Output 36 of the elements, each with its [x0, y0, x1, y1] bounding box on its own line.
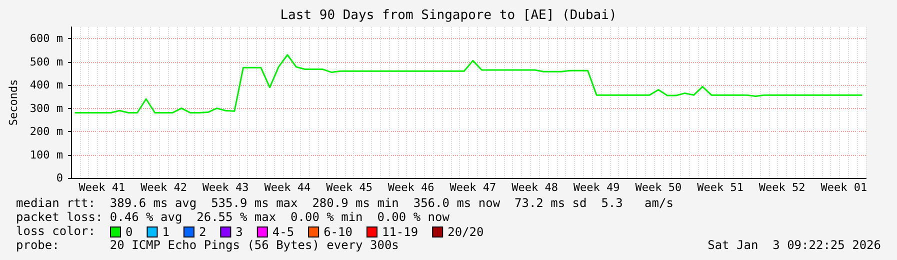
x-tick-label: Week 49 [573, 181, 620, 194]
line-series [74, 54, 862, 114]
text: Sat Jan 3 09:22:25 2026 [708, 238, 881, 252]
y-tick-label: 500 m [30, 55, 64, 68]
y-tick-label: 200 m [30, 125, 64, 138]
x-tick-label: Week 41 [78, 181, 126, 194]
x-tick-label: Week 45 [326, 181, 372, 194]
legend-title: loss color: [16, 224, 96, 238]
legend-label: 20/20 [448, 225, 484, 239]
y-tick-label: 100 m [30, 148, 64, 162]
y-tick-label: 300 m [30, 102, 64, 115]
legend-label: 4-5 [272, 225, 294, 239]
chart-title: Last 90 Days from Singapore to [AE] (Dubai) [280, 8, 617, 23]
y-tick-label: 0 [56, 172, 64, 184]
legend-label: 0 [126, 225, 133, 239]
x-tick-label: Week 44 [264, 181, 311, 194]
x-tick-label: Week 43 [202, 181, 249, 194]
x-tick-label: Week 51 [697, 181, 744, 194]
legend-label: 6-10 [324, 225, 352, 239]
legend-label: 2 [198, 225, 206, 239]
x-tick-label: Week 48 [512, 181, 558, 194]
y-tick-label: 400 m [30, 78, 64, 92]
text: median rtt: 389.6 ms avg 535.9 ms max 280.9 ms min 356.0 ms now 73.2 ms sd 5.3 am/s [16, 196, 674, 210]
legend-label: 1 [162, 225, 170, 239]
x-tick-label: Week 01 [820, 181, 868, 194]
x-tick-label: Week 46 [388, 181, 434, 194]
x-tick-label: Week 42 [140, 181, 187, 194]
x-tick-label: Week 50 [635, 181, 682, 194]
x-tick-label: Week 52 [758, 181, 806, 194]
legend-label: 11-19 [382, 225, 418, 239]
text: packet loss: 0.46 % avg 26.55 % max 0.00 % min 0.00 % now [16, 210, 450, 224]
y-tick-label: 600 m [30, 32, 64, 46]
y-axis-title: Seconds [7, 79, 20, 126]
text: probe: 20 ICMP Echo Pings (56 Bytes) every 300s [16, 238, 399, 252]
legend-label: 3 [236, 225, 243, 239]
x-tick-label: Week 47 [450, 181, 496, 194]
